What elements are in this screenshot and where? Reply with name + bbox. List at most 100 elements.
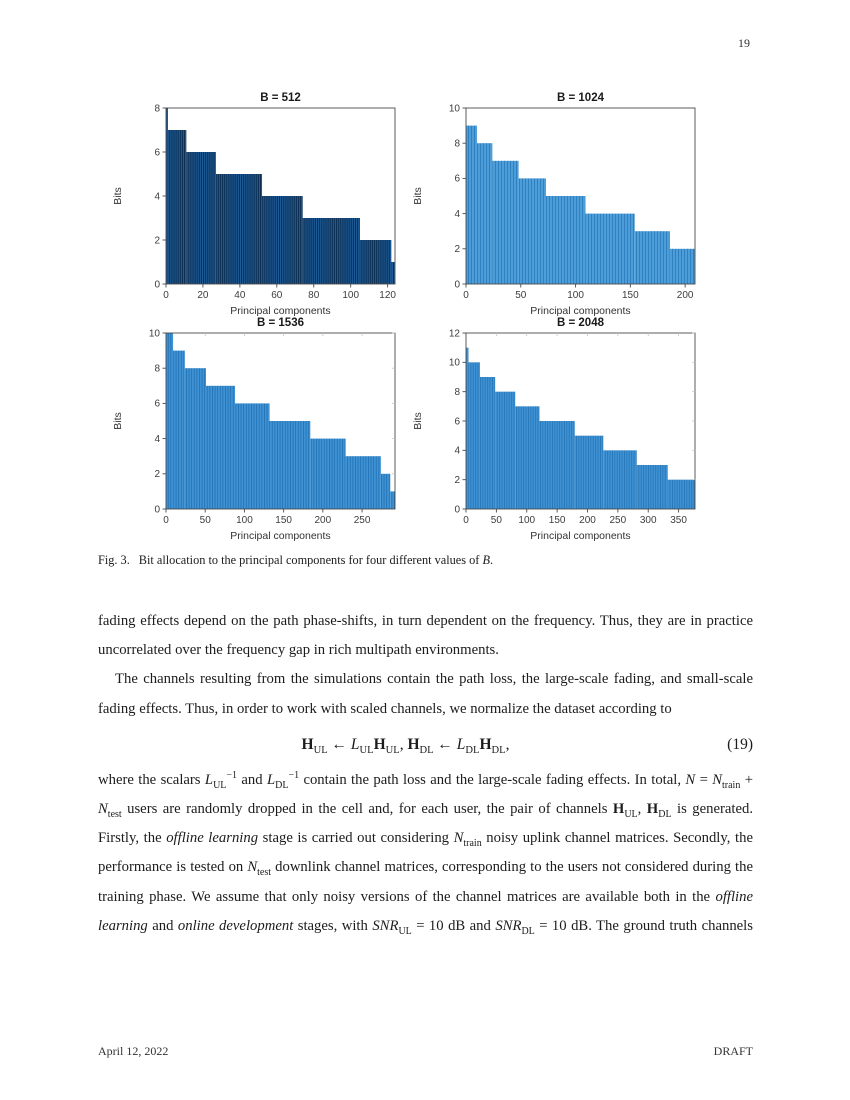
svg-text:300: 300 [640, 515, 657, 526]
text-run: = [695, 771, 713, 788]
svg-text:4: 4 [154, 191, 160, 202]
text-run: online development [177, 917, 294, 934]
svg-text:8: 8 [454, 387, 460, 398]
chart-b2048: 0 50 100 150 200 250 300 350 0 2 4 6 8 10 12 B = 2048 Pr… [408, 313, 708, 551]
svg-text:Bits: Bits [412, 187, 424, 205]
svg-text:B = 512: B = 512 [260, 92, 301, 104]
text-run: L [266, 771, 276, 788]
text-run: DL [658, 808, 672, 820]
svg-text:10: 10 [449, 103, 461, 114]
svg-text:150: 150 [622, 290, 639, 301]
figure-3: 0 20 40 60 80 100 120 0 2 4 6 8 B = 512 Principal com… [0, 88, 850, 548]
svg-text:150: 150 [275, 515, 292, 526]
svg-text:20: 20 [197, 290, 209, 301]
svg-text:Principal components: Principal components [230, 530, 330, 542]
svg-text:10: 10 [149, 328, 161, 339]
text-run: offline learning [98, 888, 753, 934]
svg-text:B = 1024: B = 1024 [557, 92, 605, 104]
svg-text:0: 0 [154, 279, 160, 290]
svg-text:Principal components: Principal components [230, 305, 330, 317]
svg-text:250: 250 [354, 515, 371, 526]
svg-text:6: 6 [454, 174, 460, 185]
chart-b1024: 0 50 100 150 200 0 2 4 6 8 10 B = 1024 Principal com… [408, 88, 708, 326]
svg-text:50: 50 [491, 515, 503, 526]
text-run: offline learning [166, 830, 259, 847]
svg-text:120: 120 [379, 290, 396, 301]
svg-text:6: 6 [154, 399, 160, 410]
footer-draft: DRAFT [713, 1044, 753, 1058]
svg-text:Principal components: Principal components [530, 305, 630, 317]
svg-text:100: 100 [518, 515, 535, 526]
svg-text:B = 1536: B = 1536 [257, 317, 304, 329]
text-run: B [482, 553, 490, 567]
svg-text:50: 50 [515, 290, 527, 301]
svg-text:350: 350 [670, 515, 687, 526]
svg-text:Bits: Bits [112, 412, 124, 430]
text-run: N [685, 771, 696, 788]
text-run: N [712, 771, 723, 788]
text-run: SNR [372, 917, 399, 934]
figure-caption-label: Fig. 3. [98, 553, 130, 567]
svg-text:0: 0 [454, 279, 460, 290]
text-run: contain the path loss and the large-scal… [299, 771, 686, 788]
chart-svg: 0 50 100 150 200 250 0 2 4 6 8 10 B = 1536 Principal … [112, 317, 396, 542]
svg-text:100: 100 [342, 290, 359, 301]
svg-text:150: 150 [549, 515, 566, 526]
text-run: UL [213, 779, 227, 791]
text-run: . [489, 553, 494, 567]
svg-text:6: 6 [154, 147, 160, 158]
svg-text:Bits: Bits [412, 412, 424, 430]
text-run: + [740, 771, 753, 788]
svg-text:0: 0 [154, 504, 160, 515]
text-run: UL [398, 925, 412, 937]
text-run: noisy uplink channel matrices. Secondly,… [98, 830, 753, 876]
svg-text:200: 200 [315, 515, 332, 526]
figure-caption: Fig. 3. Bit allocation to the principal c… [98, 553, 753, 568]
text-run: H [373, 735, 386, 753]
svg-text:200: 200 [579, 515, 596, 526]
chart-svg: 0 50 100 150 200 0 2 4 6 8 10 B = 1024 Principal com… [412, 92, 696, 317]
svg-text:60: 60 [271, 290, 283, 301]
paragraph: where the scalars LUL−1 and LDL−1 contai… [98, 766, 753, 941]
text-run: stages, with [293, 917, 373, 934]
text-run: train [722, 779, 741, 791]
body-text: fading effects depend on the path phase-… [98, 607, 753, 941]
text-run: L [456, 735, 466, 753]
svg-text:8: 8 [154, 364, 160, 375]
text-run: SNR [495, 917, 522, 934]
text-run: downlink channel matrices, corresponding… [98, 859, 753, 905]
text-run: fading effects depend on the path phase-… [98, 613, 753, 659]
svg-text:0: 0 [454, 504, 460, 515]
chart-b512: 0 20 40 60 80 100 120 0 2 4 6 8 B = 512 Principal com… [108, 88, 408, 326]
text-run: stage is carried out considering [258, 830, 454, 847]
svg-text:Bits: Bits [112, 187, 124, 205]
text-run: UL [385, 744, 400, 756]
paragraph: fading effects depend on the path phase-… [98, 607, 753, 665]
svg-text:4: 4 [154, 434, 160, 445]
text-run: −1 [226, 769, 238, 781]
svg-text:0: 0 [163, 290, 169, 301]
chart-b1536: 0 50 100 150 200 250 0 2 4 6 8 10 B = 1536 Principal … [108, 313, 408, 551]
svg-text:250: 250 [610, 515, 627, 526]
text-run: N [453, 830, 464, 847]
text-run: test [107, 808, 122, 820]
text-run: −1 [288, 769, 300, 781]
text-run: , [637, 801, 647, 818]
svg-text:8: 8 [454, 139, 460, 150]
text-run: is generated. Firstly, the [98, 801, 754, 847]
svg-text:80: 80 [308, 290, 320, 301]
svg-text:40: 40 [234, 290, 246, 301]
svg-text:4: 4 [454, 446, 460, 457]
svg-text:2: 2 [154, 235, 160, 246]
text-run: users are randomly dropped in the cell a… [121, 801, 613, 818]
svg-text:10: 10 [449, 358, 461, 369]
svg-text:12: 12 [449, 328, 461, 339]
text-run: DL [275, 779, 289, 791]
equation-number: (19) [727, 735, 753, 753]
text-run: UL [359, 744, 374, 756]
svg-text:2: 2 [154, 469, 160, 480]
text-run: H [612, 801, 625, 818]
svg-text:0: 0 [463, 515, 469, 526]
page-footer: April 12, 2022 DRAFT [98, 1044, 753, 1059]
